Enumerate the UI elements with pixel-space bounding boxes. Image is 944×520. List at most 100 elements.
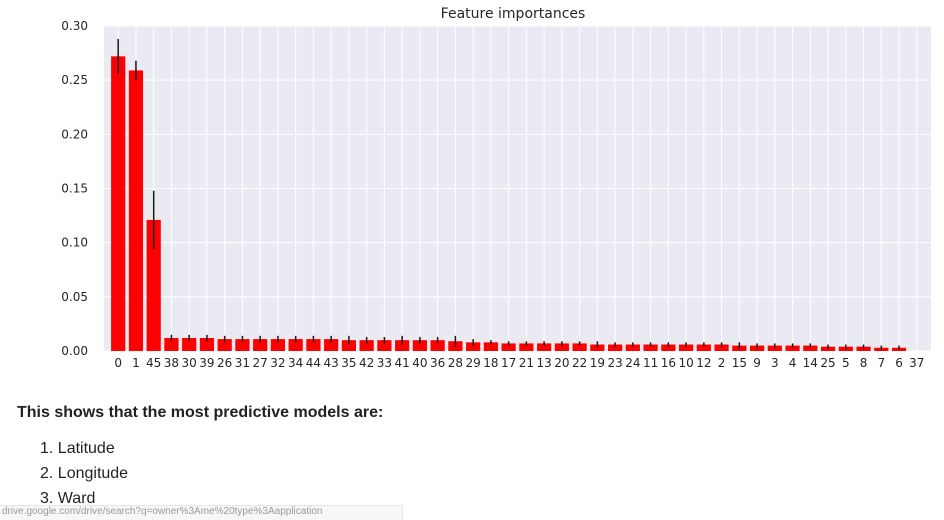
x-tick-label: 7 — [877, 356, 885, 370]
x-tick-label: 11 — [643, 356, 658, 370]
x-tick-label: 32 — [270, 356, 285, 370]
bar — [324, 339, 339, 351]
bar — [288, 339, 303, 351]
x-tick-label: 15 — [732, 356, 747, 370]
bar — [466, 342, 481, 351]
bar — [714, 344, 729, 351]
y-tick-label: 0.15 — [61, 182, 88, 196]
bar — [199, 338, 215, 351]
x-axis: 0 1 45 38 30 39 26 31 27 32 34 44 43 35 42 33 41 40 36 28 29… — [114, 356, 924, 370]
x-tick-label: 30 — [182, 356, 197, 370]
bar — [217, 339, 232, 351]
x-tick-label: 31 — [235, 356, 250, 370]
y-tick-label: 0.20 — [61, 127, 88, 141]
bar — [519, 343, 534, 351]
x-tick-label: 20 — [554, 356, 569, 370]
chart-title: Feature importances — [441, 6, 586, 22]
x-tick-label: 37 — [909, 356, 924, 370]
x-tick-label: 18 — [483, 356, 498, 370]
bar — [182, 338, 197, 351]
x-tick-label: 45 — [146, 356, 161, 370]
y-tick-label: 0.30 — [61, 19, 88, 33]
y-tick-label: 0.00 — [61, 344, 88, 358]
x-tick-label: 33 — [377, 356, 392, 370]
bar — [412, 340, 427, 351]
x-tick-label: 13 — [536, 356, 551, 370]
x-tick-label: 14 — [803, 356, 818, 370]
bar — [341, 340, 357, 351]
x-tick-label: 28 — [448, 356, 463, 370]
bar — [146, 219, 161, 351]
bars — [111, 56, 907, 352]
list-item: 2. Longitude — [40, 465, 129, 482]
bar — [785, 345, 800, 351]
y-tick-label: 0.05 — [61, 290, 88, 304]
x-tick-label: 43 — [324, 356, 339, 370]
bar — [608, 344, 623, 351]
x-tick-label: 9 — [753, 356, 761, 370]
x-tick-label: 1 — [132, 356, 140, 370]
x-tick-label: 41 — [395, 356, 410, 370]
x-tick-label: 39 — [199, 356, 214, 370]
bar — [111, 56, 126, 351]
x-tick-label: 0 — [114, 356, 122, 370]
x-tick-label: 22 — [572, 356, 587, 370]
list-item: 3. Ward — [40, 490, 96, 507]
summary-heading: This shows that the most predictive mode… — [17, 404, 384, 421]
x-tick-label: 35 — [341, 356, 356, 370]
x-tick-label: 10 — [678, 356, 693, 370]
y-axis: 0.00 0.05 0.10 0.15 0.20 0.25 0.30 — [61, 19, 88, 358]
x-tick-label: 6 — [895, 356, 903, 370]
bar — [235, 339, 250, 351]
x-tick-label: 38 — [164, 356, 179, 370]
x-tick-label: 16 — [661, 356, 676, 370]
x-tick-label: 44 — [306, 356, 321, 370]
x-tick-label: 17 — [501, 356, 516, 370]
bar — [359, 340, 374, 351]
bar — [696, 344, 711, 351]
bar — [572, 343, 587, 351]
feature-importances-chart: 0.000.050.100.150.200.250.30 0 1 45 38 30 39 2… — [61, 6, 931, 370]
bar — [483, 342, 498, 351]
y-tick-label: 0.25 — [61, 73, 88, 87]
x-tick-label: 23 — [607, 356, 622, 370]
x-tick-label: 12 — [696, 356, 711, 370]
x-tick-label: 5 — [842, 356, 850, 370]
x-tick-label: 19 — [590, 356, 605, 370]
bar — [625, 344, 640, 351]
x-tick-label: 2 — [718, 356, 726, 370]
x-tick-label: 25 — [820, 356, 835, 370]
x-tick-label: 3 — [771, 356, 779, 370]
bar — [554, 343, 569, 351]
bar — [270, 339, 286, 351]
bar — [501, 343, 516, 351]
x-tick-label: 36 — [430, 356, 445, 370]
bar — [767, 345, 782, 351]
bar — [128, 70, 144, 352]
x-tick-label: 24 — [625, 356, 640, 370]
x-tick-label: 4 — [789, 356, 797, 370]
y-tick-label: 0.10 — [61, 236, 88, 250]
status-bar-url: drive.google.com/drive/search?q=owner%3A… — [0, 505, 403, 520]
x-tick-label: 8 — [860, 356, 868, 370]
x-tick-label: 26 — [217, 356, 232, 370]
bar — [537, 343, 552, 351]
bar — [430, 340, 445, 351]
bar — [803, 345, 818, 351]
bar — [377, 340, 392, 351]
x-tick-label: 42 — [359, 356, 374, 370]
predictive-models-list: 1. Latitude 2. Longitude 3. Ward — [40, 436, 128, 511]
x-tick-label: 29 — [465, 356, 480, 370]
x-tick-label: 27 — [253, 356, 268, 370]
x-tick-label: 40 — [412, 356, 427, 370]
bar — [643, 344, 658, 351]
bar — [253, 339, 268, 351]
list-item: 1. Latitude — [40, 440, 115, 457]
bar — [164, 338, 179, 351]
x-tick-label: 21 — [519, 356, 534, 370]
bar — [306, 339, 321, 351]
bar — [661, 344, 676, 351]
bar — [678, 344, 694, 351]
bar — [395, 340, 410, 351]
bar — [749, 345, 765, 351]
